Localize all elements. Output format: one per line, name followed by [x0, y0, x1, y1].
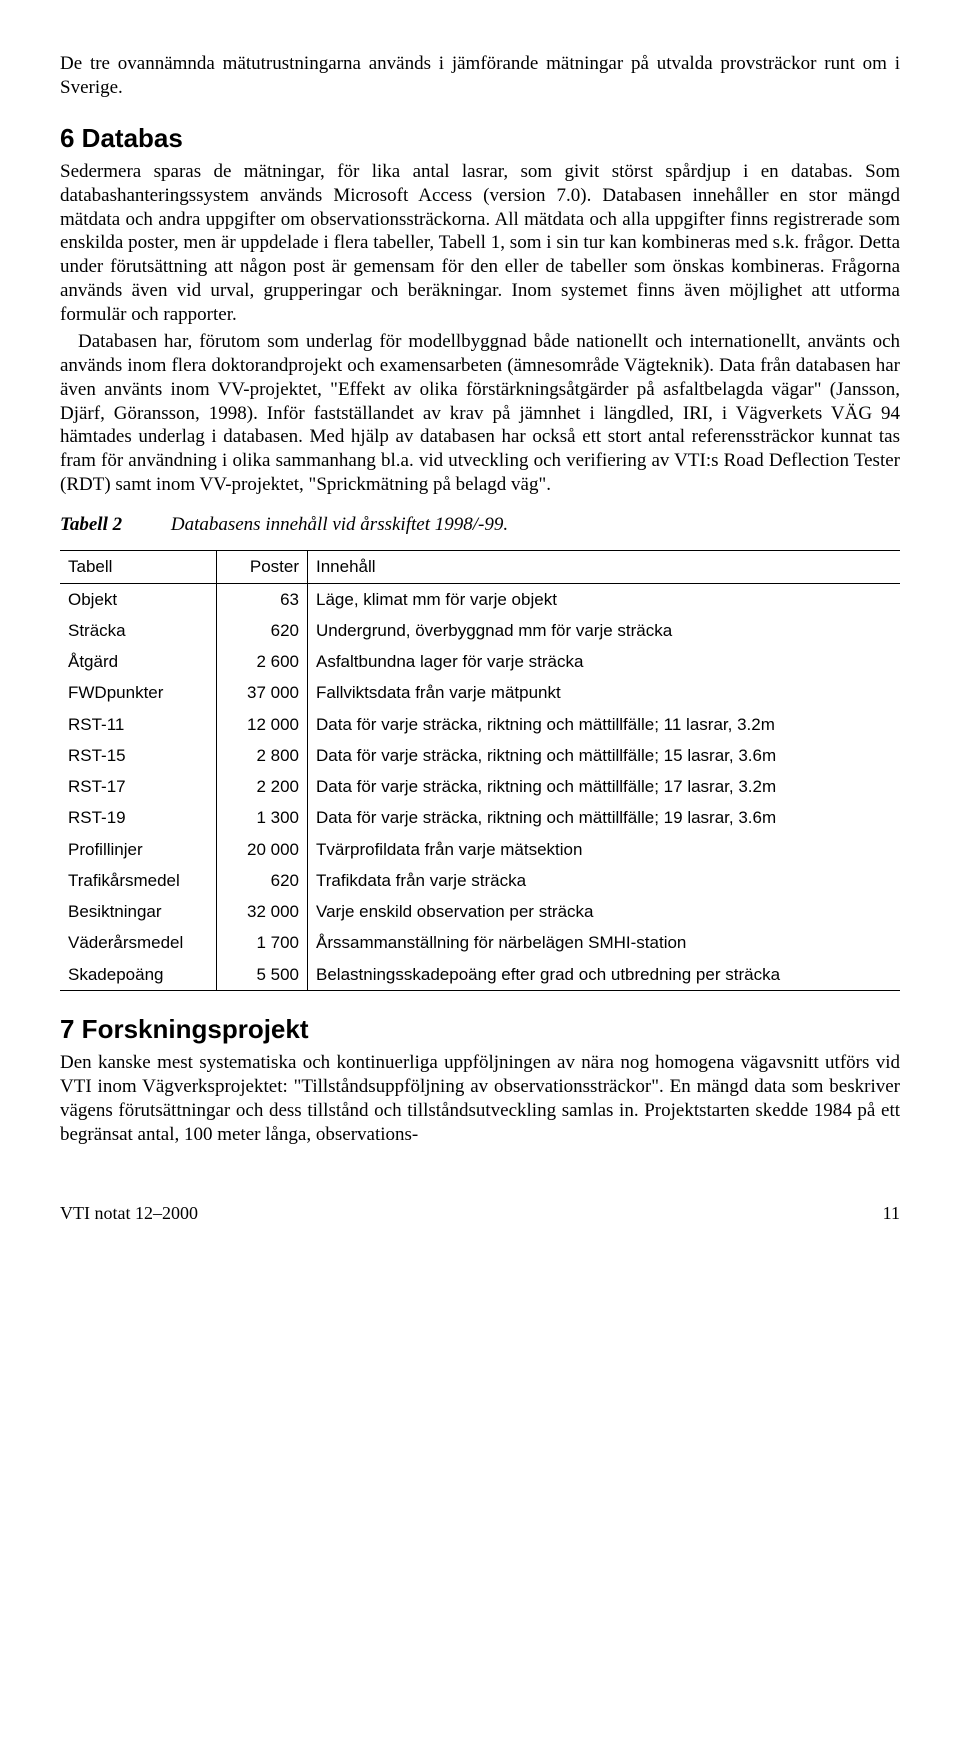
table-2-label: Tabell 2 — [60, 514, 122, 535]
table-row: Objekt63Läge, klimat mm för varje objekt — [60, 583, 900, 615]
cell-tabell: Objekt — [60, 583, 217, 615]
cell-innehall: Fallviktsdata från varje mätpunkt — [308, 677, 901, 708]
section-6-heading: 6 Databas — [60, 122, 900, 155]
table-row: RST-1112 000Data för varje sträcka, rikt… — [60, 709, 900, 740]
section-6-para-2: Databasen har, förutom som underlag för … — [60, 330, 900, 496]
cell-poster: 2 800 — [217, 740, 308, 771]
cell-innehall: Årssammanställning för närbelägen SMHI-s… — [308, 927, 901, 958]
table-row: RST-172 200Data för varje sträcka, riktn… — [60, 771, 900, 802]
page-footer: VTI notat 12–2000 11 — [60, 1202, 900, 1225]
cell-poster: 32 000 — [217, 896, 308, 927]
cell-innehall: Läge, klimat mm för varje objekt — [308, 583, 901, 615]
cell-innehall: Varje enskild observation per sträcka — [308, 896, 901, 927]
table-row: Sträcka620Undergrund, överbyggnad mm för… — [60, 615, 900, 646]
cell-tabell: RST-19 — [60, 802, 217, 833]
cell-innehall: Data för varje sträcka, riktning och mät… — [308, 802, 901, 833]
table-row: Profillinjer20 000Tvärprofildata från va… — [60, 834, 900, 865]
intro-paragraph: De tre ovannämnda mätutrustningarna anvä… — [60, 52, 900, 100]
cell-poster: 63 — [217, 583, 308, 615]
th-poster: Poster — [217, 551, 308, 583]
th-innehall: Innehåll — [308, 551, 901, 583]
cell-poster: 620 — [217, 615, 308, 646]
cell-tabell: Besiktningar — [60, 896, 217, 927]
cell-poster: 1 300 — [217, 802, 308, 833]
cell-poster: 37 000 — [217, 677, 308, 708]
cell-innehall: Data för varje sträcka, riktning och mät… — [308, 740, 901, 771]
table-row: RST-191 300Data för varje sträcka, riktn… — [60, 802, 900, 833]
th-tabell: Tabell — [60, 551, 217, 583]
cell-tabell: Profillinjer — [60, 834, 217, 865]
section-7-para-1: Den kanske mest systematiska och kontinu… — [60, 1051, 900, 1146]
table-row: FWDpunkter37 000Fallviktsdata från varje… — [60, 677, 900, 708]
cell-innehall: Data för varje sträcka, riktning och mät… — [308, 771, 901, 802]
cell-poster: 2 200 — [217, 771, 308, 802]
cell-innehall: Belastningsskadepoäng efter grad och utb… — [308, 959, 901, 991]
cell-poster: 20 000 — [217, 834, 308, 865]
cell-tabell: Sträcka — [60, 615, 217, 646]
table-header-row: Tabell Poster Innehåll — [60, 551, 900, 583]
table-row: RST-152 800Data för varje sträcka, riktn… — [60, 740, 900, 771]
cell-innehall: Data för varje sträcka, riktning och mät… — [308, 709, 901, 740]
cell-poster: 12 000 — [217, 709, 308, 740]
cell-tabell: RST-17 — [60, 771, 217, 802]
table-row: Åtgärd2 600Asfaltbundna lager för varje … — [60, 646, 900, 677]
cell-tabell: Väderårsmedel — [60, 927, 217, 958]
cell-tabell: RST-11 — [60, 709, 217, 740]
cell-poster: 620 — [217, 865, 308, 896]
table-row: Skadepoäng5 500Belastningsskadepoäng eft… — [60, 959, 900, 991]
table-row: Trafikårsmedel620Trafikdata från varje s… — [60, 865, 900, 896]
table-row: Besiktningar32 000Varje enskild observat… — [60, 896, 900, 927]
table-2: Tabell Poster Innehåll Objekt63Läge, kli… — [60, 550, 900, 991]
cell-innehall: Asfaltbundna lager för varje sträcka — [308, 646, 901, 677]
section-6-para-1: Sedermera sparas de mätningar, för lika … — [60, 160, 900, 326]
cell-innehall: Undergrund, överbyggnad mm för varje str… — [308, 615, 901, 646]
footer-doc-id: VTI notat 12–2000 — [60, 1202, 198, 1225]
cell-innehall: Trafikdata från varje sträcka — [308, 865, 901, 896]
cell-poster: 5 500 — [217, 959, 308, 991]
section-7-heading: 7 Forskningsprojekt — [60, 1013, 900, 1046]
footer-page-number: 11 — [883, 1202, 900, 1225]
cell-tabell: RST-15 — [60, 740, 217, 771]
table-row: Väderårsmedel1 700Årssammanställning för… — [60, 927, 900, 958]
cell-poster: 2 600 — [217, 646, 308, 677]
cell-tabell: Skadepoäng — [60, 959, 217, 991]
cell-innehall: Tvärprofildata från varje mätsektion — [308, 834, 901, 865]
cell-tabell: Åtgärd — [60, 646, 217, 677]
cell-tabell: FWDpunkter — [60, 677, 217, 708]
cell-poster: 1 700 — [217, 927, 308, 958]
table-2-caption: Tabell 2 Databasens innehåll vid årsskif… — [60, 513, 900, 537]
table-2-caption-text: Databasens innehåll vid årsskiftet 1998/… — [171, 514, 508, 535]
cell-tabell: Trafikårsmedel — [60, 865, 217, 896]
